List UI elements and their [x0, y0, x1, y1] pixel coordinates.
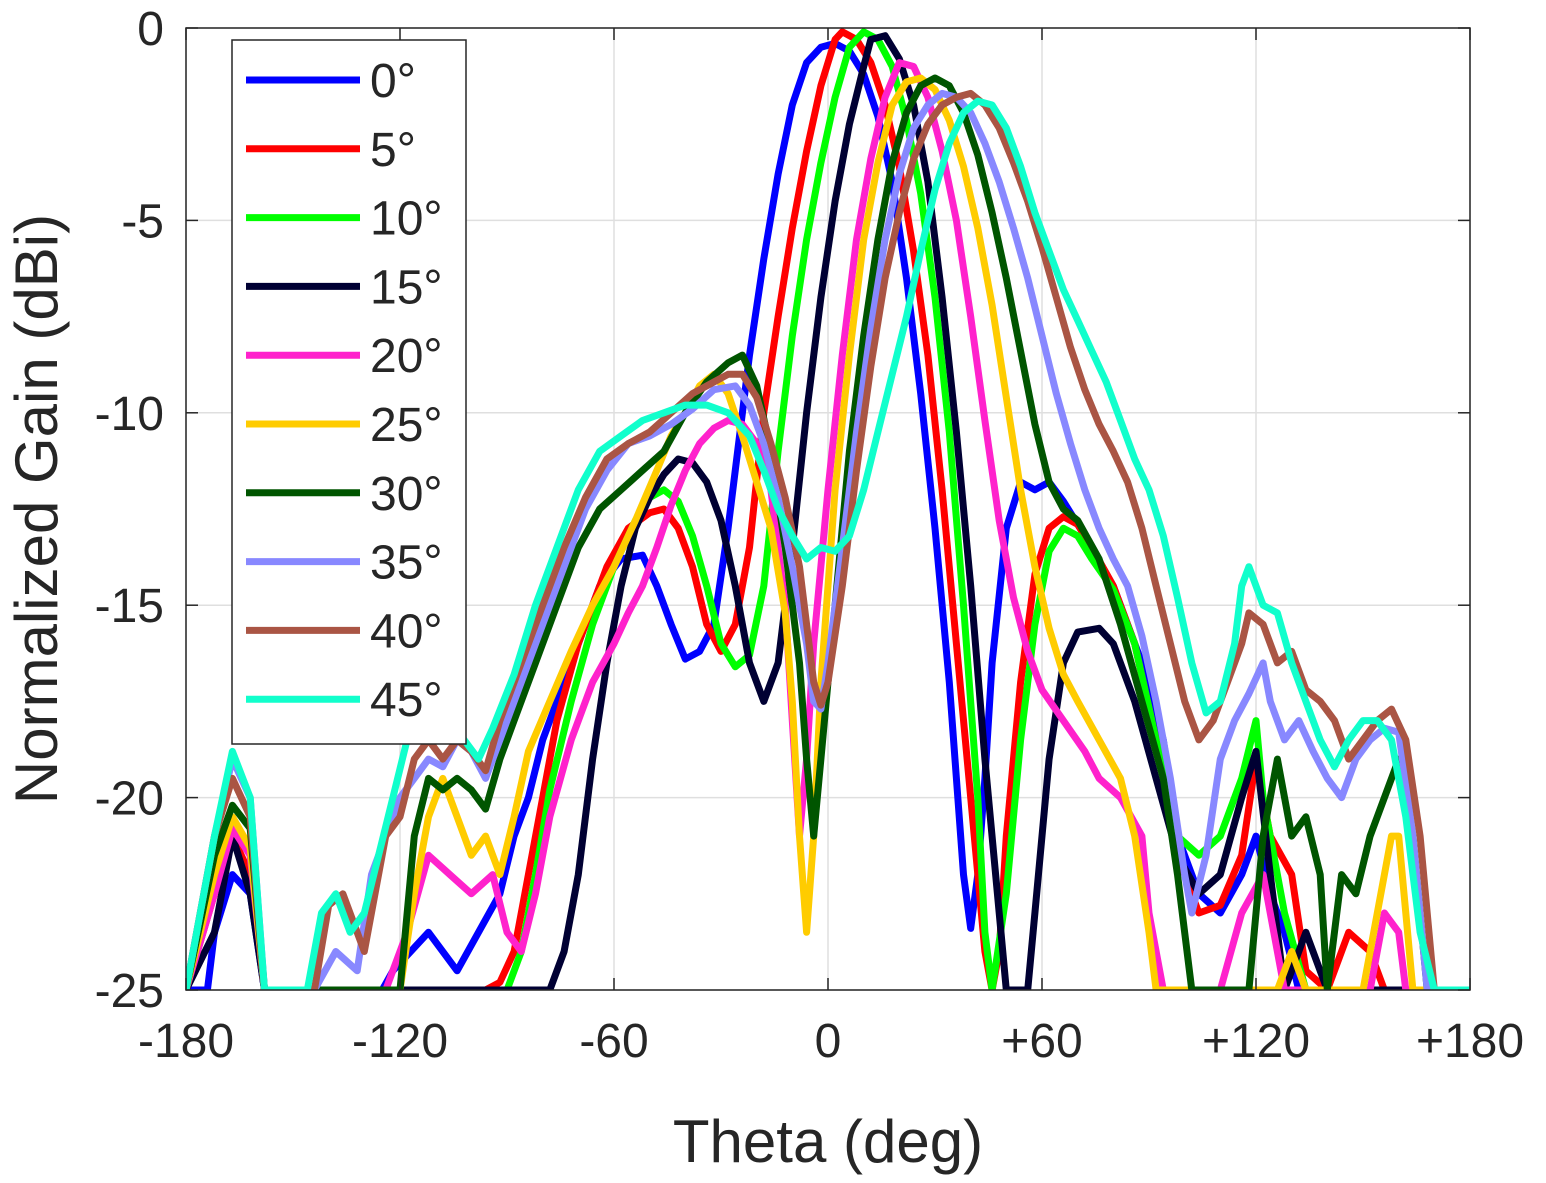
- legend-label: 40°: [370, 605, 443, 658]
- legend-label: 10°: [370, 193, 443, 246]
- y-axis-label: Normalized Gain (dBi): [3, 214, 70, 804]
- legend-label: 25°: [370, 399, 443, 452]
- series-layer: [186, 28, 1470, 990]
- y-tick-label: 0: [137, 3, 164, 56]
- legend-box: [231, 39, 467, 745]
- x-tick-label: +180: [1416, 1015, 1524, 1068]
- y-tick-label: -5: [121, 195, 164, 248]
- y-tick-label: -10: [95, 388, 164, 441]
- legend-label: 45°: [370, 674, 443, 727]
- ticks: -180 -120 -60 0 +60 +120 +180 0 -5 -10 -15 -20 -25: [95, 3, 1524, 1068]
- legend: 0° 5° 10° 15° 20° 25° 30° 35° 40° 45°: [231, 39, 467, 745]
- x-tick-label: -120: [352, 1015, 448, 1068]
- x-tick-label: -180: [138, 1015, 234, 1068]
- legend-label: 0°: [370, 55, 416, 108]
- x-axis-label: Theta (deg): [673, 1108, 983, 1175]
- series-line-30deg: [186, 74, 1470, 990]
- y-tick-label: -25: [95, 965, 164, 1018]
- series-line-40deg: [186, 89, 1470, 990]
- x-tick-label: 0: [815, 1015, 842, 1068]
- series-line-5deg: [186, 28, 1470, 990]
- legend-label: 5°: [370, 124, 416, 177]
- legend-label: 15°: [370, 261, 443, 314]
- legend-label: 20°: [370, 330, 443, 383]
- y-tick-label: -15: [95, 580, 164, 633]
- x-tick-label: -60: [579, 1015, 648, 1068]
- legend-label: 30°: [370, 468, 443, 521]
- series-line-25deg: [186, 74, 1470, 990]
- series-line-10deg: [186, 28, 1470, 990]
- series-line-20deg: [186, 59, 1470, 990]
- x-tick-label: +120: [1202, 1015, 1310, 1068]
- y-tick-label: -20: [95, 773, 164, 826]
- legend-label: 35°: [370, 537, 443, 590]
- x-tick-label: +60: [1001, 1015, 1082, 1068]
